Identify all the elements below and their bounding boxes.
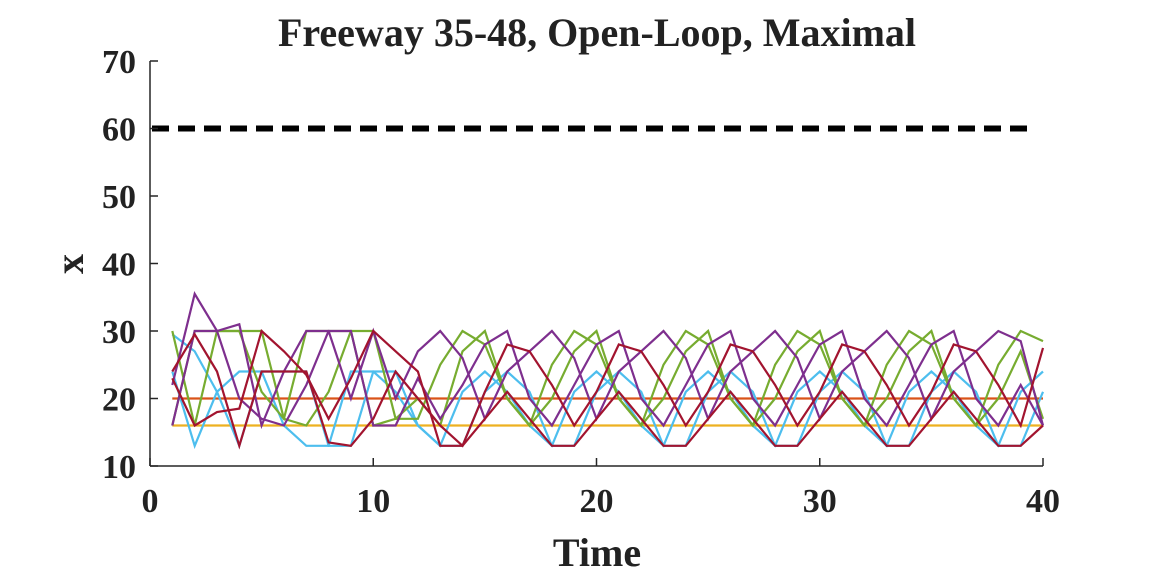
x-axis-label: Time: [553, 530, 641, 575]
series-line-4: [171, 370, 1044, 450]
y-tick-label: 10: [102, 449, 136, 486]
y-axis-label: x: [47, 254, 92, 274]
series-layer: [171, 291, 1045, 450]
series-line-7: [171, 291, 1045, 430]
y-tick-label: 20: [102, 382, 136, 419]
y-tick-label: 50: [102, 179, 136, 216]
x-tick-label: 10: [356, 483, 390, 520]
x-tick-label: 0: [142, 483, 159, 520]
x-tick-label: 40: [1026, 483, 1060, 520]
y-tick-label: 60: [102, 112, 136, 149]
y-tick-label: 30: [102, 314, 136, 351]
x-tick-label: 20: [580, 483, 614, 520]
x-tick-label: 30: [803, 483, 837, 520]
y-tick-label: 70: [102, 44, 136, 81]
series-line-9: [171, 332, 1045, 450]
chart-title: Freeway 35-48, Open-Loop, Maximal: [278, 10, 916, 55]
y-tick-label: 40: [102, 247, 136, 284]
axes: [149, 60, 1044, 467]
series-line-10: [171, 328, 1044, 447]
